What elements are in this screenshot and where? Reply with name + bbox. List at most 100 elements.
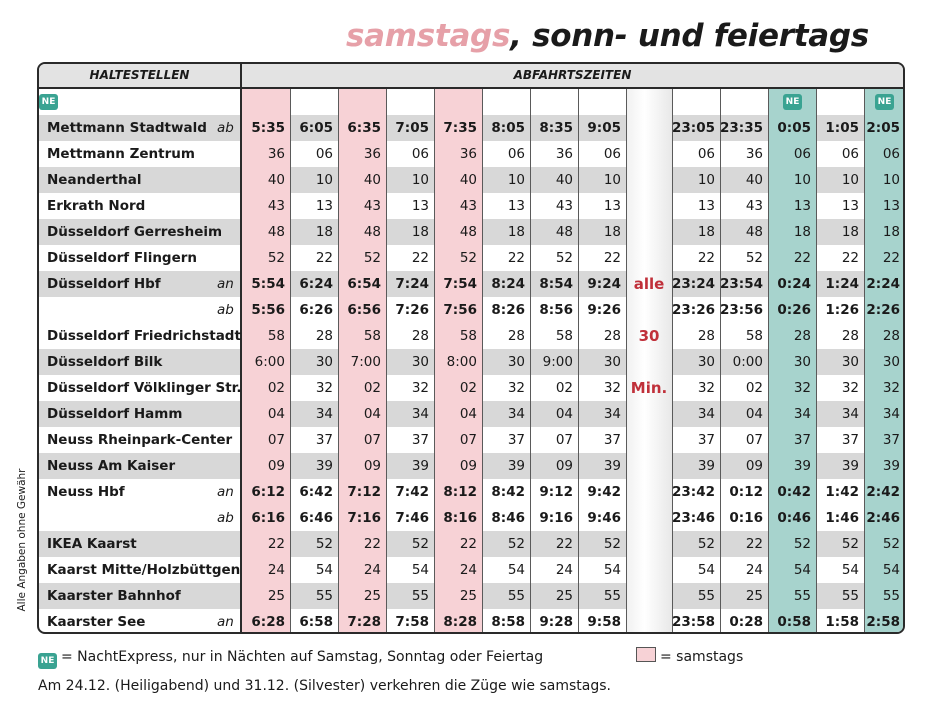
departure-time: 8:00 — [446, 354, 477, 370]
departure-time: 9:26 — [587, 302, 621, 318]
departure-time: 36 — [363, 146, 381, 162]
departure-time: 37 — [793, 432, 811, 448]
departure-time: 2:05 — [866, 120, 900, 136]
departure-time: 55 — [793, 588, 811, 604]
departure-time: 48 — [459, 224, 477, 240]
departure-time: 1:46 — [825, 510, 859, 526]
departure-time: 30 — [603, 354, 621, 370]
departure-time: 52 — [882, 536, 900, 552]
departure-time: 13 — [697, 198, 715, 214]
station-name: Mettmann Zentrum — [47, 146, 195, 162]
departure-time: 23:35 — [720, 120, 763, 136]
departure-time: 52 — [411, 536, 429, 552]
departure-time: 2:26 — [866, 302, 900, 318]
column-divider — [482, 89, 483, 632]
departure-time: 09 — [459, 458, 477, 474]
departure-time: 58 — [459, 328, 477, 344]
departure-time: 54 — [697, 562, 715, 578]
departure-time: 43 — [459, 198, 477, 214]
departure-time: 13 — [882, 198, 900, 214]
departure-time: 36 — [745, 146, 763, 162]
departure-time: 39 — [411, 458, 429, 474]
departure-time: 8:12 — [443, 484, 477, 500]
departure-time: 54 — [841, 562, 859, 578]
departure-time: 9:05 — [587, 120, 621, 136]
departure-time: 28 — [882, 328, 900, 344]
departure-time: 04 — [745, 406, 763, 422]
departure-time: 28 — [507, 328, 525, 344]
departure-time: 55 — [507, 588, 525, 604]
column-divider — [578, 89, 579, 632]
departure-time: 8:24 — [491, 276, 525, 292]
departure-time: 22 — [697, 250, 715, 266]
departure-time: 37 — [411, 432, 429, 448]
departure-time: 04 — [459, 406, 477, 422]
departure-time: 8:05 — [491, 120, 525, 136]
departure-time: 22 — [882, 250, 900, 266]
departure-time: 36 — [267, 146, 285, 162]
departure-time: 06 — [793, 146, 811, 162]
samstags-column — [338, 89, 386, 632]
departure-time: 23:46 — [672, 510, 715, 526]
station-name: Kaarster Bahnhof — [47, 588, 181, 604]
departure-time: 22 — [793, 250, 811, 266]
departure-time: 9:46 — [587, 510, 621, 526]
departure-time: 0:00 — [732, 354, 763, 370]
station-name: Erkrath Nord — [47, 198, 146, 214]
departure-time: 07 — [267, 432, 285, 448]
departure-time: 25 — [745, 588, 763, 604]
departure-time: 18 — [411, 224, 429, 240]
departure-time: 09 — [745, 458, 763, 474]
departure-time: 7:16 — [347, 510, 381, 526]
station-divider — [240, 64, 242, 632]
station-name: Düsseldorf Gerresheim — [47, 224, 223, 240]
samstags-column — [434, 89, 482, 632]
departure-time: 6:00 — [254, 354, 285, 370]
departure-time: 23:56 — [720, 302, 763, 318]
departure-time: 8:16 — [443, 510, 477, 526]
departure-time: 02 — [555, 380, 573, 396]
departure-time: 39 — [315, 458, 333, 474]
departure-time: 58 — [745, 328, 763, 344]
station-name: Düsseldorf Hamm — [47, 406, 183, 422]
title-rest: , sonn- und feiertags — [510, 18, 869, 54]
station-name: Neuss Am Kaiser — [47, 458, 176, 474]
departure-time: 9:12 — [539, 484, 573, 500]
departure-time: 6:05 — [299, 120, 333, 136]
departure-time: 9:58 — [587, 614, 621, 630]
departure-time: 0:28 — [729, 614, 763, 630]
station-name: Düsseldorf Völklinger Str. — [47, 380, 242, 396]
station-name: Kaarster See — [47, 614, 146, 630]
departure-time: 7:26 — [395, 302, 429, 318]
departure-time: 28 — [697, 328, 715, 344]
departure-time: 25 — [555, 588, 573, 604]
departure-time: 55 — [697, 588, 715, 604]
departure-time: 23:42 — [672, 484, 715, 500]
departure-time: 5:54 — [251, 276, 285, 292]
pink-swatch — [636, 647, 656, 662]
departure-time: 55 — [315, 588, 333, 604]
departure-time: 34 — [697, 406, 715, 422]
column-divider — [338, 89, 339, 632]
departure-time: 10 — [793, 172, 811, 188]
departure-time: 30 — [411, 354, 429, 370]
departure-time: 07 — [459, 432, 477, 448]
departure-time: 9:42 — [587, 484, 621, 500]
departure-time: 43 — [363, 198, 381, 214]
departure-time: 54 — [411, 562, 429, 578]
departure-time: 34 — [603, 406, 621, 422]
departure-time: 54 — [882, 562, 900, 578]
departure-time: 8:26 — [491, 302, 525, 318]
departure-time: 7:28 — [347, 614, 381, 630]
departure-time: 07 — [555, 432, 573, 448]
station-name: Düsseldorf Friedrichstadt — [47, 328, 241, 344]
column-divider — [672, 89, 673, 632]
departure-time: 13 — [793, 198, 811, 214]
ne-icon: NE — [875, 94, 894, 110]
departure-time: 0:58 — [777, 614, 811, 630]
departure-time: 07 — [363, 432, 381, 448]
departure-time: 39 — [793, 458, 811, 474]
departure-time: 02 — [459, 380, 477, 396]
departure-time: 37 — [882, 432, 900, 448]
departure-time: 48 — [745, 224, 763, 240]
